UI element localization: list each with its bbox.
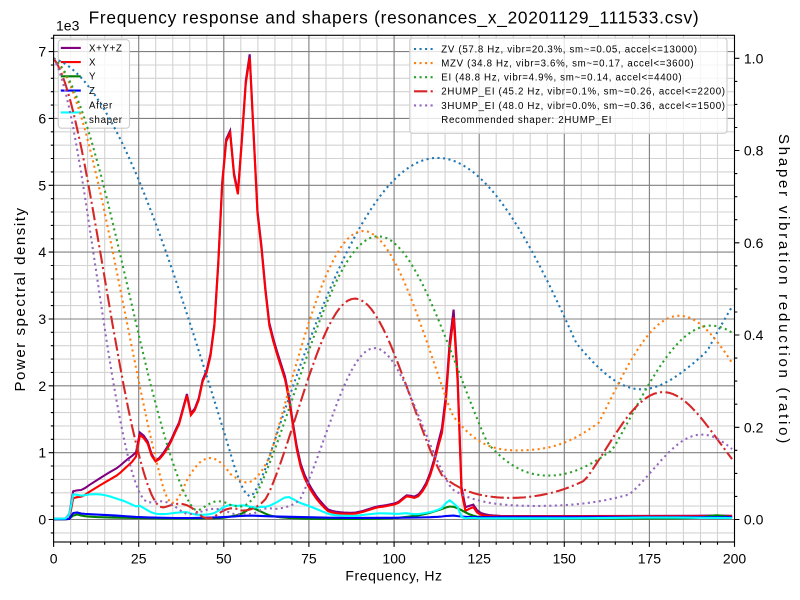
svg-text:0: 0: [38, 512, 46, 528]
svg-text:0.2: 0.2: [744, 419, 764, 435]
svg-text:1: 1: [38, 445, 46, 461]
svg-text:3HUMP_EI (48.0 Hz, vibr=0.0%,: 3HUMP_EI (48.0 Hz, vibr=0.0%, sm~=0.36, …: [441, 101, 725, 112]
svg-text:MZV (34.8 Hz, vibr=3.6%, sm~=0: MZV (34.8 Hz, vibr=3.6%, sm~=0.17, accel…: [441, 59, 694, 70]
svg-text:200: 200: [723, 551, 747, 567]
svg-text:0.8: 0.8: [744, 143, 764, 159]
svg-text:175: 175: [638, 551, 662, 567]
svg-text:150: 150: [553, 551, 577, 567]
svg-text:100: 100: [382, 551, 406, 567]
svg-text:ZV (57.8 Hz, vibr=20.3%, sm~=0: ZV (57.8 Hz, vibr=20.3%, sm~=0.05, accel…: [441, 44, 697, 55]
svg-text:2: 2: [38, 378, 46, 394]
svg-text:0.6: 0.6: [744, 235, 764, 251]
svg-text:0.0: 0.0: [744, 512, 764, 528]
svg-text:5: 5: [38, 177, 46, 193]
svg-text:EI (48.8 Hz, vibr=4.9%, sm~=0.: EI (48.8 Hz, vibr=4.9%, sm~=0.14, accel<…: [441, 73, 682, 84]
svg-text:25: 25: [131, 551, 147, 567]
svg-text:75: 75: [301, 551, 317, 567]
svg-text:0: 0: [50, 551, 58, 567]
svg-text:3: 3: [38, 311, 46, 327]
svg-text:7: 7: [38, 44, 46, 60]
svg-text:0.4: 0.4: [744, 327, 764, 343]
svg-text:1e3: 1e3: [56, 18, 80, 34]
svg-text:125: 125: [468, 551, 492, 567]
svg-text:X+Y+Z: X+Y+Z: [89, 43, 123, 54]
svg-text:After: After: [89, 101, 113, 112]
svg-text:X: X: [89, 58, 96, 69]
svg-text:1.0: 1.0: [744, 50, 764, 66]
svg-text:Recommended shaper: 2HUMP_EI: Recommended shaper: 2HUMP_EI: [441, 115, 612, 126]
svg-text:2HUMP_EI (45.2 Hz, vibr=0.1%,: 2HUMP_EI (45.2 Hz, vibr=0.1%, sm~=0.26, …: [441, 87, 725, 98]
svg-text:6: 6: [38, 110, 46, 126]
svg-text:Frequency response and shapers: Frequency response and shapers (resonanc…: [89, 7, 700, 27]
svg-text:Shaper vibration reduction (ra: Shaper vibration reduction (ratio): [775, 134, 792, 446]
svg-text:4: 4: [38, 244, 46, 260]
svg-text:Y: Y: [89, 72, 96, 83]
svg-text:Power spectral density: Power spectral density: [12, 206, 29, 391]
svg-text:shaper: shaper: [89, 115, 123, 126]
svg-text:Frequency, Hz: Frequency, Hz: [345, 568, 442, 584]
svg-text:50: 50: [216, 551, 232, 567]
